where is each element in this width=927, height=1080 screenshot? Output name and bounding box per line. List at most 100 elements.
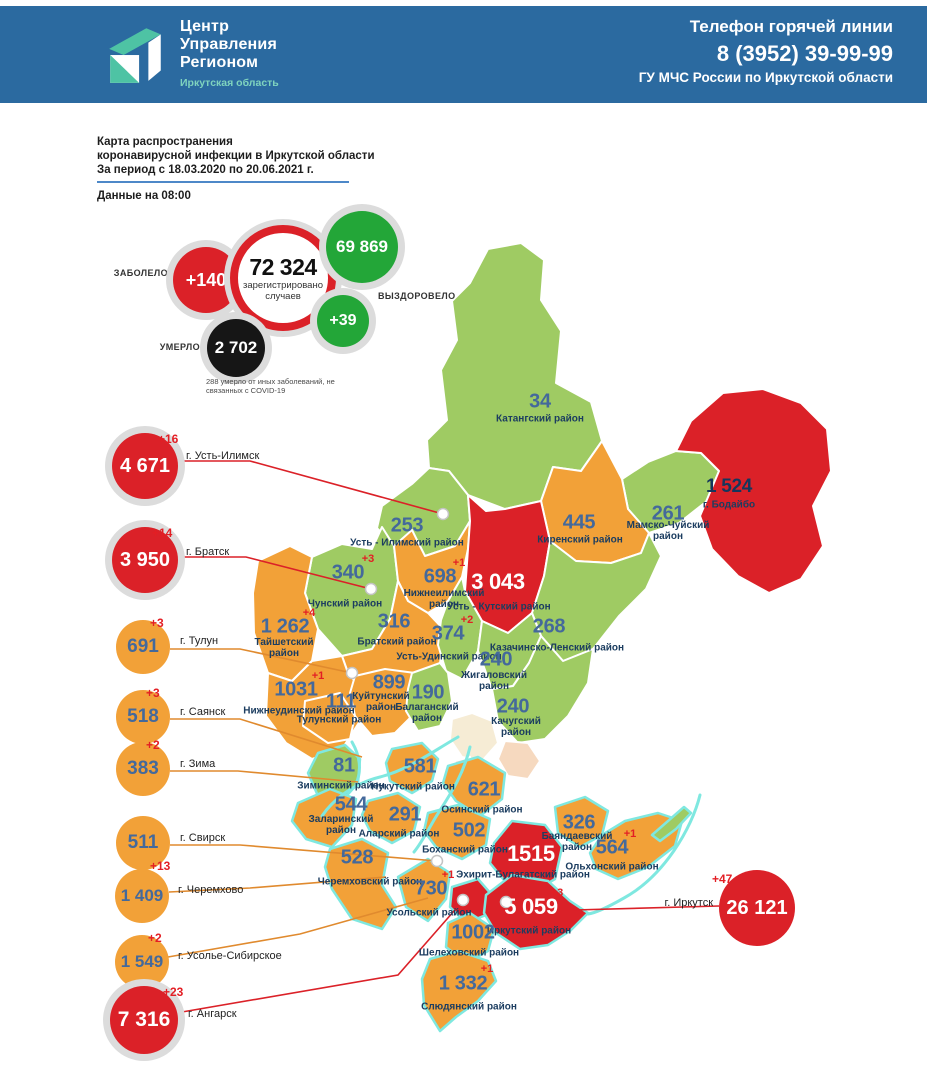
connector-line-ust_ilimsk [183,460,444,515]
city-delta-zima: +2 [146,738,160,752]
region-name-ust_udinsky: Усть-Удинский район [396,651,502,663]
region-value-mamsko_chuysky: 261 [651,502,685,525]
region-name-bratsky: Братский район [357,636,437,648]
died-note: 288 умерло от иных заболеваний, не связа… [206,377,335,395]
region-value-ust_udinsky: 374 [431,622,465,645]
region-value-kazachinsko_lensky: 268 [532,615,566,638]
city-circle-angarsk: 7 316 [110,986,178,1054]
connector-line-svirsk [170,844,438,862]
region-value-osinsky: 621 [467,778,501,801]
recovered-label: ВЫЗДОРОВЕЛО [378,291,456,301]
region-shape-ust-udinsky [437,576,483,680]
region-name-nizhneudinsky: Нижнеудинский район [243,705,355,717]
connector-line-sayansk [170,718,363,758]
city-label-sayansk: г. Саянск [180,706,226,718]
city-label-usolye: г. Усолье-Сибирское [178,950,282,962]
city-circle-bratsk: 3 950 [112,527,178,593]
recovered-delta-value: +39 [329,312,357,329]
region-value-cheremkhovsky: 528 [340,846,374,869]
connector-line-bratsk [183,556,372,590]
region-value-bodaibinsky: 1 524 [705,476,753,497]
city-label-ust_ilimsk: г. Усть-Илимск [186,450,260,462]
region-value-chunsky: 340 [331,561,365,584]
region-value-ekhirit_bulagatsky: 1515 [507,841,555,866]
region-value-balagansky: 190 [411,681,445,704]
region-delta-irkutsky: +3 [550,887,564,899]
map-title-line3: За период с 18.03.2020 по 20.06.2021 г. [97,164,314,176]
org-name-line2: Управления [180,36,277,53]
connector-line-tulun [170,648,353,674]
infected-label: ЗАБОЛЕЛО [113,268,168,278]
city-circle-ust_ilimsk: 4 671 [112,433,178,499]
data-time-label: Данные на 08:00 [97,190,191,202]
region-value-bayandaevsky: 326 [562,811,596,834]
org-region: Иркутская область [180,77,279,89]
city-location-dots [345,507,513,909]
hotline-phone: 8 (3952) 39-99-99 [716,41,893,66]
region-value-zalarinsky: 544 [334,793,368,816]
died-circle: 2 702 [207,319,265,377]
region-value-kachugsky: 240 [496,695,530,718]
city-circle-cheremkhovo: 1 409 [115,869,169,923]
map-title: Карта распространения коронавирусной инф… [97,135,375,202]
region-name-shelekhovsky: Шелеховский район [418,947,520,959]
died-value: 2 702 [214,338,258,357]
recovered-delta-circle: +39 [317,295,369,347]
region-value-nukutsky: 581 [403,755,437,778]
region-name-bokhansky: Боханский район [422,844,508,856]
region-value-olkhonsky: 564 [595,836,629,859]
connector-line-irkutsk [573,905,720,911]
region-delta-slyudyansky: +1 [480,963,494,975]
city-circle-tulun: 691 [116,620,170,674]
region-name-zalarinsky: Заларинский район [308,814,374,836]
region-name-kazachinsko_lensky: Казачинско-Ленский район [489,642,625,654]
region-name-kirensky: Киренский район [537,534,623,546]
region-delta-nizhneilimsky: +1 [452,557,466,569]
city-delta-angarsk: +23 [163,985,184,999]
region-delta-usolsky: +1 [441,869,455,881]
region-shape-alarsky [360,791,422,845]
region-name-ekhirit_bulagatsky: Эхирит-Булагатский район [456,869,590,881]
city-circle-usolye: 1 549 [115,935,169,989]
city-circle-sayansk: 518 [116,690,170,744]
region-shape-katangsky [426,242,603,510]
region-value-usolsky: 730 [414,877,448,900]
region-name-chunsky: Чунский район [307,598,383,610]
region-value-ust_kutsky: 3 043 [471,569,525,594]
region-shape-kuitunsky [349,668,421,737]
region-name-slyudyansky: Слюдянский район [421,1001,517,1013]
region-shape-unlabeled-2 [496,739,542,781]
city-delta-tulun: +3 [150,616,164,630]
region-name-zhigalovsky: Жигаловский район [460,670,527,692]
region-shape-bodaibinsky [675,388,832,594]
region-name-kuitunsky: Куйтунский район [352,691,410,713]
city-label-irkutsk: г. Иркутск [664,897,713,909]
city-delta-cheremkhovo: +13 [150,859,171,873]
city-label-bratsk: г. Братск [186,546,230,558]
region-delta-taishetsky: +4 [302,607,316,619]
region-value-kirensky: 445 [562,511,596,534]
region-delta-olkhonsky: +1 [623,828,637,840]
registered-value: 72 324 [249,254,317,280]
region-value-shelekhovsky: 1002 [451,921,495,944]
recovered-circle: 69 869 [326,211,398,283]
region-name-tulunsky: Тулунский район [296,714,382,726]
connector-line-usolye [167,897,429,958]
region-name-olkhonsky: Ольхонский район [565,861,659,873]
region-name-nukutsky: Нукутский район [371,781,455,793]
map-title-line1: Карта распространения [97,136,233,148]
hotline-org: ГУ МЧС России по Иркутской области [638,70,893,85]
region-name-usolsky: Усольский район [386,907,472,919]
hotline-block: Телефон горячей линии 8 (3952) 39-99-99 … [639,17,893,85]
region-delta-chunsky: +3 [361,553,375,565]
region-value-tulunsky: 111 [325,690,357,713]
city-label-angarsk: г. Ангарск [188,1008,237,1020]
map-title-line2: коронавирусной инфекции в Иркутской обла… [97,150,375,162]
infected-delta-circle: +140 [173,247,239,313]
registered-caption: зарегистрировано случаев [243,280,323,302]
city-label-zima: г. Зима [180,758,216,770]
city-delta-sayansk: +3 [146,686,160,700]
region-shape-cheremkhovsky [323,837,398,931]
region-delta-ust_udinsky: +2 [460,614,474,626]
